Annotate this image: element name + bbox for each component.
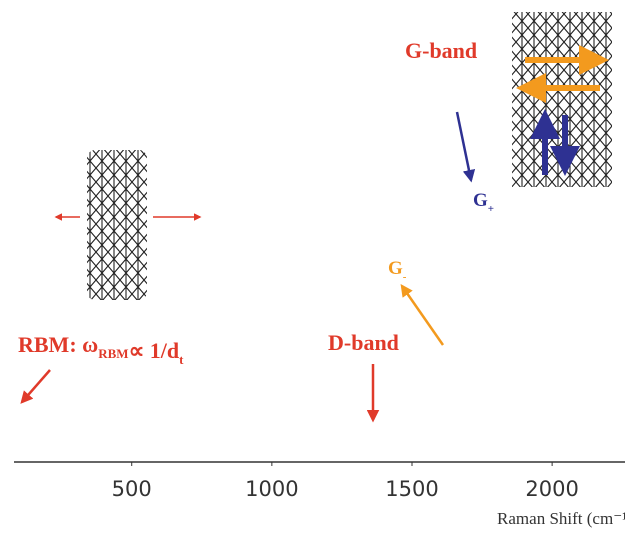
annotation: G+	[473, 190, 494, 215]
annotation: G-band	[405, 38, 477, 63]
x-tick-label: 1500	[385, 477, 438, 501]
x-axis-label: Raman Shift (cm⁻¹)	[497, 509, 625, 528]
annotation-subscript: -	[403, 271, 407, 283]
annotation-text: ∝ 1/d	[129, 338, 180, 363]
annotation-text: RBM: ω	[18, 332, 98, 357]
nanotube-rbm	[54, 150, 202, 300]
annotation-text: G-band	[405, 38, 477, 63]
nanotube-g	[512, 12, 612, 187]
annotation-text: G	[473, 190, 488, 211]
annotation-subscript: RBM	[98, 346, 128, 361]
annotation-text: D-band	[328, 330, 399, 355]
annotation-arrows	[20, 111, 476, 423]
annotation: RBM: ωRBM∝ 1/dt	[18, 332, 184, 367]
x-tick-label: 2000	[525, 477, 578, 501]
annotation-subscript: +	[488, 203, 494, 215]
x-tick-label: 500	[112, 477, 152, 501]
annotation: G-	[388, 258, 407, 283]
annotation-subscript: t	[179, 352, 184, 367]
annotation: D-band	[328, 330, 399, 355]
x-tick-label: 1000	[245, 477, 298, 501]
annotation-text: G	[388, 258, 403, 279]
